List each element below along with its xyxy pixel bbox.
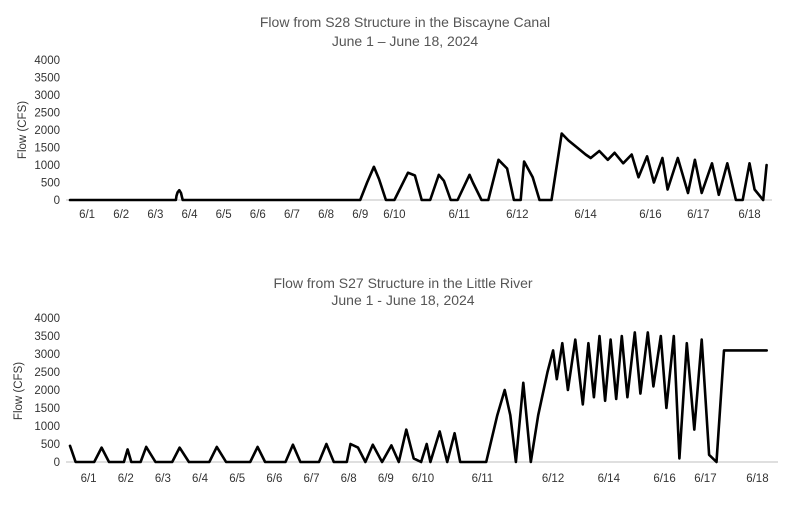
y-tick-label: 1500	[34, 143, 60, 155]
x-tick-label: 6/8	[341, 473, 357, 485]
x-tick-labels: 6/1 6/2 6/3 6/4 6/5 6/6 6/7 6/8 6/9 6/10 6/11 6/12 6…	[81, 473, 769, 485]
x-tick-label: 6/9	[378, 473, 394, 485]
x-tick-label: 6/10	[412, 473, 434, 485]
y-tick-label: 1500	[34, 403, 60, 415]
x-tick-label: 6/6	[250, 209, 266, 221]
x-tick-label: 6/9	[352, 209, 368, 221]
chart-title: Flow from S27 Structure in the Little Ri…	[273, 275, 532, 291]
y-tick-labels: 4000 3500 3000 2500 2000 1500 1000 500 0	[34, 55, 60, 207]
x-tick-label: 6/16	[639, 209, 661, 221]
chart-s28-biscayne: Flow from S28 Structure in the Biscayne …	[17, 14, 772, 221]
x-tick-label: 6/14	[598, 473, 621, 485]
x-tick-label: 6/12	[542, 473, 564, 485]
y-tick-label: 1000	[34, 160, 60, 172]
x-tick-label: 6/10	[383, 209, 405, 221]
x-tick-label: 6/5	[216, 209, 232, 221]
y-tick-label: 3500	[34, 331, 60, 343]
y-tick-label: 0	[54, 457, 60, 469]
y-tick-label: 500	[41, 439, 60, 451]
x-tick-label: 6/17	[694, 473, 716, 485]
y-tick-label: 500	[41, 178, 60, 190]
x-tick-label: 6/7	[284, 209, 300, 221]
x-tick-label: 6/1	[81, 473, 97, 485]
x-tick-label: 6/2	[118, 473, 134, 485]
x-tick-label: 6/8	[318, 209, 334, 221]
x-tick-label: 6/12	[506, 209, 528, 221]
y-tick-label: 2000	[34, 125, 60, 137]
x-tick-label: 6/14	[574, 209, 597, 221]
x-tick-label: 6/11	[472, 473, 494, 485]
y-tick-label: 0	[54, 195, 60, 207]
x-tick-label: 6/6	[266, 473, 282, 485]
x-tick-label: 6/1	[79, 209, 95, 221]
y-tick-label: 1000	[34, 421, 60, 433]
y-tick-label: 2500	[34, 108, 60, 120]
x-tick-labels: 6/1 6/2 6/3 6/4 6/5 6/6 6/7 6/8 6/9 6/10 6/11 6/12 6…	[79, 209, 761, 221]
chart-subtitle: June 1 – June 18, 2024	[332, 33, 479, 49]
x-tick-label: 6/4	[192, 473, 209, 485]
chart-title: Flow from S28 Structure in the Biscayne …	[260, 14, 550, 30]
x-tick-label: 6/18	[738, 209, 760, 221]
x-tick-label: 6/3	[155, 473, 171, 485]
x-tick-label: 6/2	[113, 209, 129, 221]
y-tick-label: 4000	[34, 313, 60, 325]
x-tick-label: 6/18	[746, 473, 768, 485]
y-tick-label: 3000	[34, 90, 60, 102]
chart-subtitle: June 1 - June 18, 2024	[331, 292, 474, 308]
x-tick-label: 6/5	[229, 473, 245, 485]
x-tick-label: 6/7	[304, 473, 320, 485]
chart-s27-little-river: Flow from S27 Structure in the Little Ri…	[13, 275, 778, 485]
x-tick-label: 6/3	[147, 209, 163, 221]
x-tick-label: 6/17	[687, 209, 709, 221]
x-tick-label: 6/11	[449, 209, 471, 221]
series-line	[68, 132, 768, 202]
y-tick-label: 4000	[34, 55, 60, 67]
y-axis-label: Flow (CFS)	[13, 362, 25, 420]
y-axis-label: Flow (CFS)	[17, 101, 29, 159]
y-tick-label: 2500	[34, 367, 60, 379]
x-tick-label: 6/4	[182, 209, 199, 221]
series-line	[68, 331, 768, 464]
y-tick-label: 2000	[34, 385, 60, 397]
y-tick-labels: 4000 3500 3000 2500 2000 1500 1000 500 0	[34, 313, 60, 469]
y-tick-label: 3500	[34, 73, 60, 85]
y-tick-label: 3000	[34, 349, 60, 361]
x-tick-label: 6/16	[653, 473, 675, 485]
